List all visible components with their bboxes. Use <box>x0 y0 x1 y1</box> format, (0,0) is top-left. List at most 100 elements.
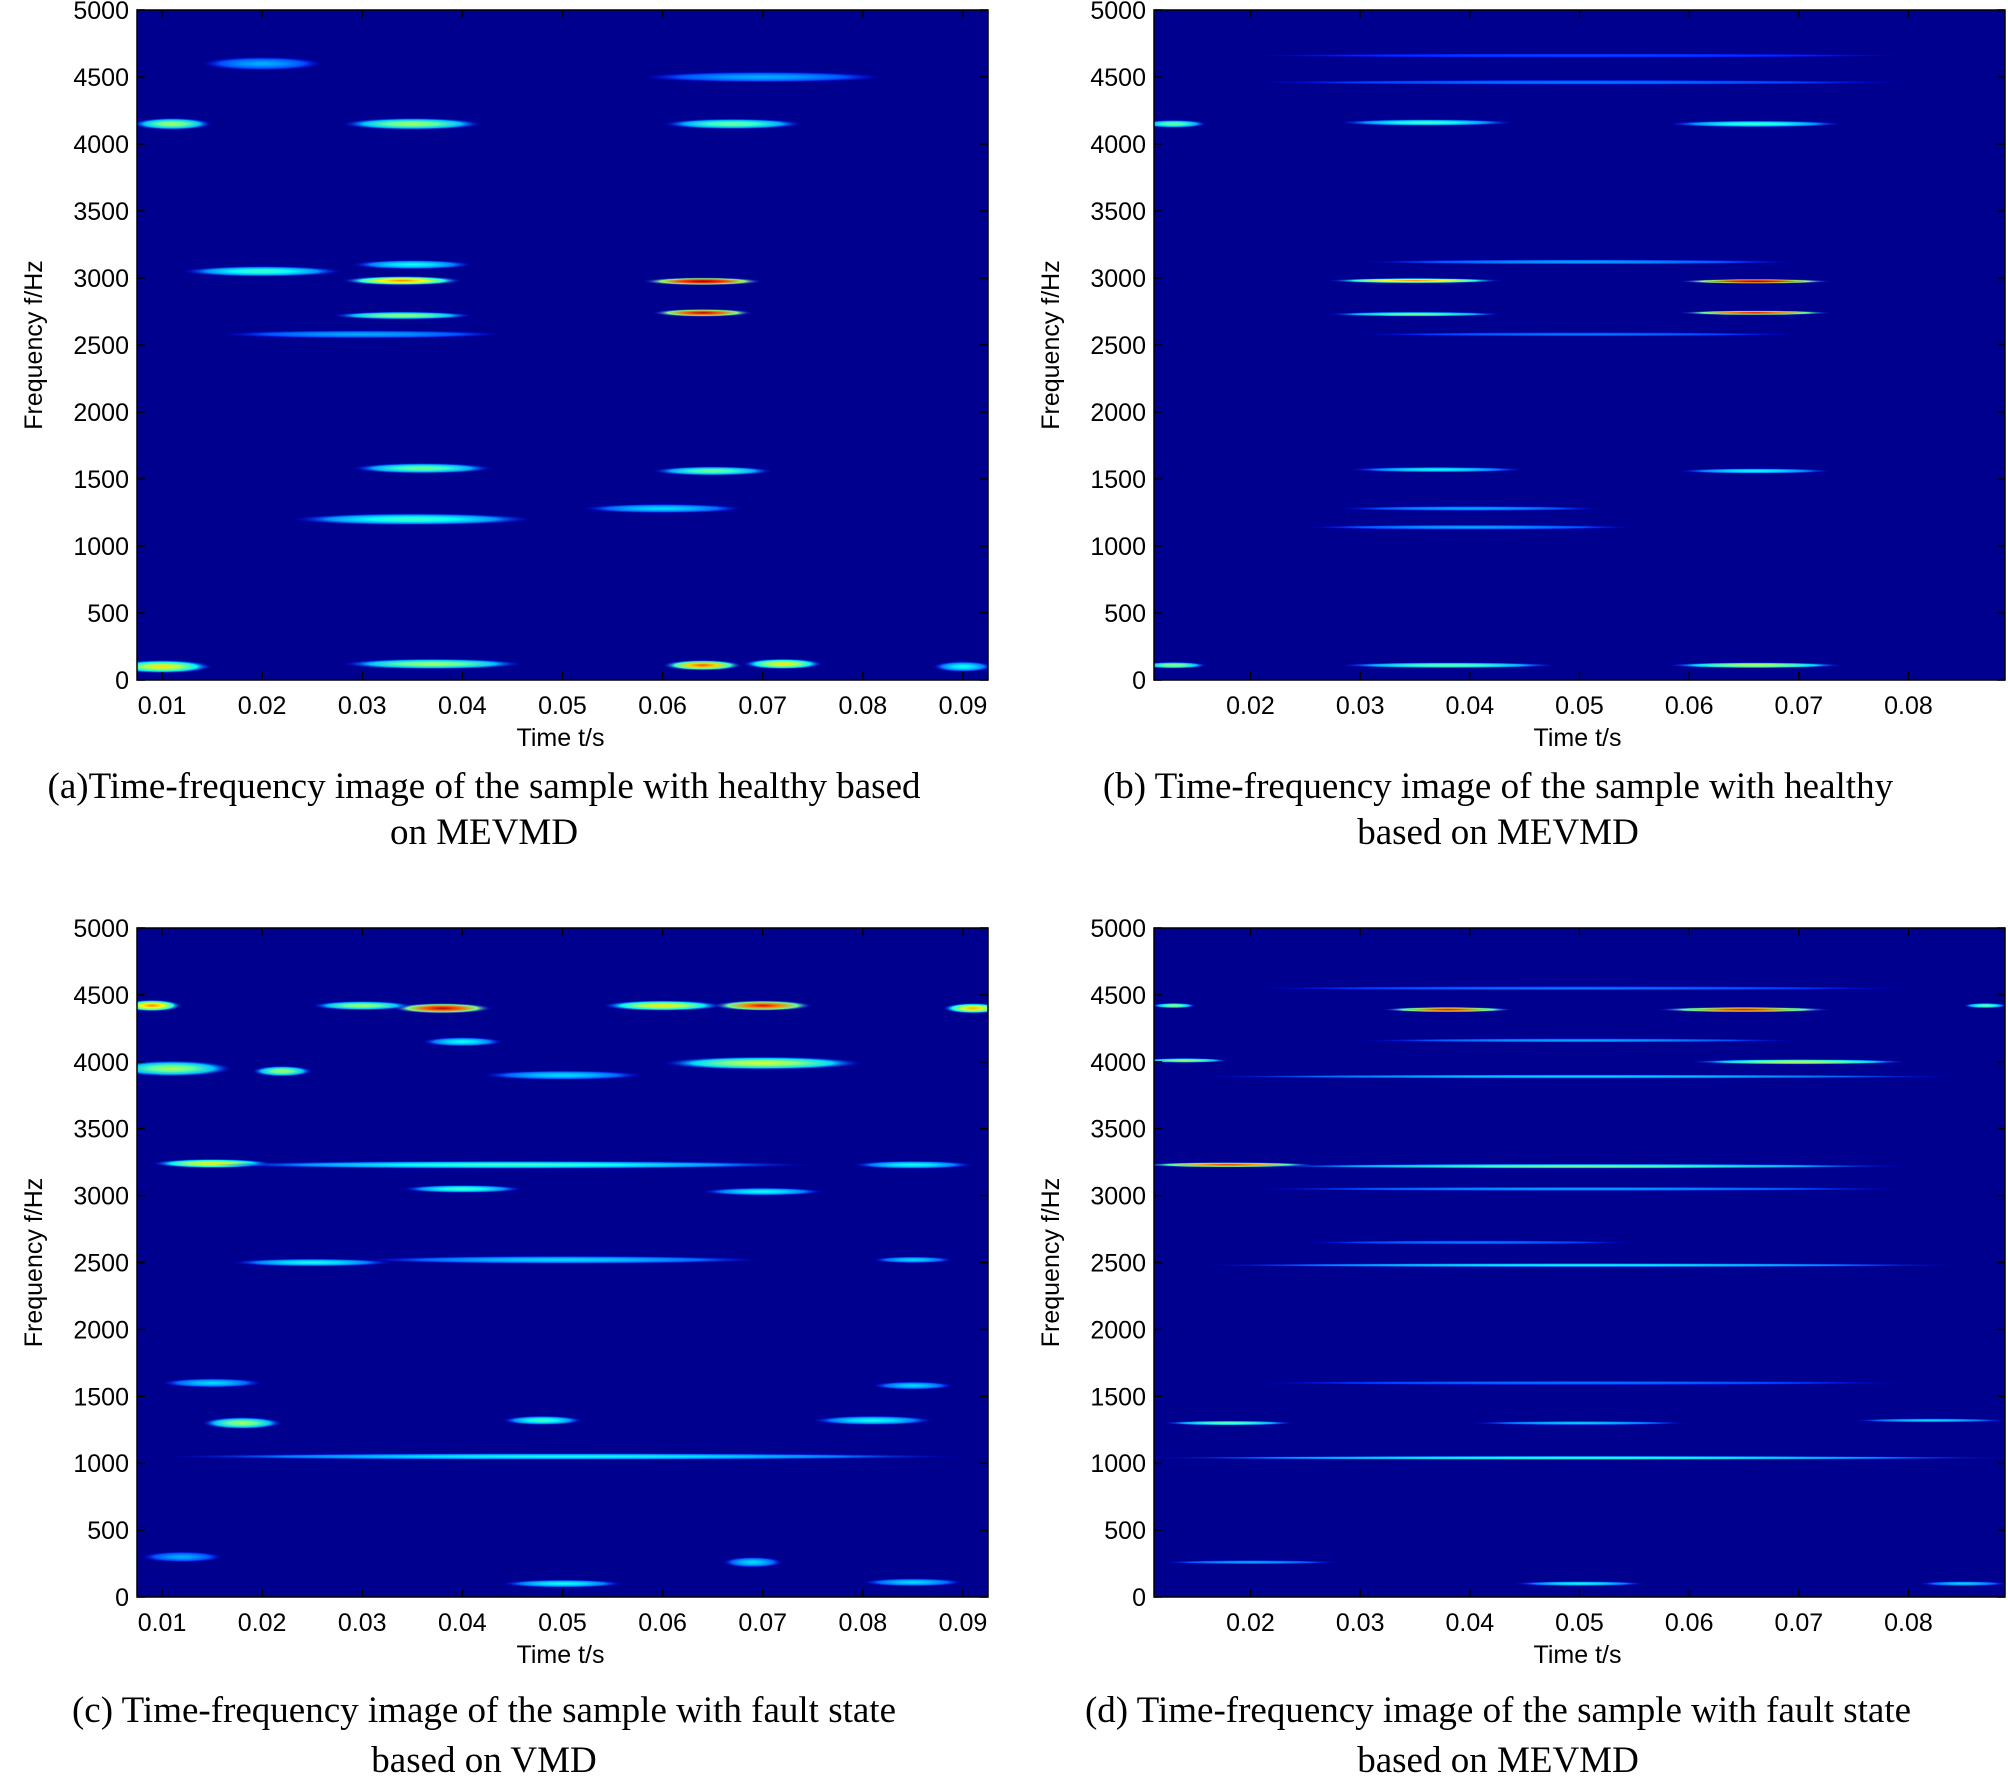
panel-caption: (d) Time-frequency image of the sample w… <box>1085 1690 1911 1731</box>
y-tick-label: 500 <box>87 1517 129 1545</box>
heatmap-blob <box>942 1002 988 1014</box>
panel-a: 0 500 1000 1500 2000 2500 3000 3500 4000 4500 5000… <box>20 0 989 853</box>
heatmap-blob <box>1382 1006 1514 1013</box>
y-tick-label: 3000 <box>73 1183 129 1211</box>
x-axis-label: Time t/s <box>517 724 605 752</box>
heatmap-blob <box>1360 332 1799 337</box>
heatmap-blob <box>1338 119 1514 126</box>
heatmap-blob <box>1250 79 1909 85</box>
heatmap-blob <box>662 659 743 671</box>
y-tick-label: 1000 <box>1090 533 1146 561</box>
y-tick-label: 2500 <box>1090 1250 1146 1278</box>
heatmap-blob <box>137 999 183 1012</box>
y-tick-label: 1500 <box>73 466 129 494</box>
heatmap-blob <box>1154 1058 1229 1063</box>
heatmap-blob <box>1513 1581 1646 1587</box>
heatmap-blob <box>1963 1002 2005 1009</box>
heatmap-blob <box>1360 1038 1799 1043</box>
y-tick-label: 4000 <box>73 131 129 159</box>
heatmap-blob <box>1305 524 1635 530</box>
heatmap-blob <box>1154 119 1207 128</box>
heatmap-blob <box>402 1184 523 1193</box>
heatmap-blob <box>662 1056 863 1070</box>
heatmap-blob <box>352 462 493 474</box>
heatmap-blob <box>862 1578 963 1587</box>
heatmap-blob <box>142 1551 223 1563</box>
y-tick-label: 0 <box>115 667 129 695</box>
x-tick-label: 0.09 <box>939 1609 988 1637</box>
heatmap-blob <box>232 1258 393 1267</box>
y-tick-label: 1000 <box>1090 1450 1146 1478</box>
heatmap-blob <box>342 275 463 286</box>
y-tick-label: 3500 <box>73 198 129 226</box>
heatmap-blob <box>712 1000 813 1011</box>
heatmap-blob <box>872 1256 953 1264</box>
y-tick-label: 500 <box>87 600 129 628</box>
heatmap-blob <box>1250 1380 1909 1385</box>
y-tick-label: 1500 <box>73 1383 129 1411</box>
x-tick-label: 0.01 <box>138 1609 187 1637</box>
heatmap-blob <box>422 1037 503 1047</box>
y-tick-label: 3000 <box>1090 265 1146 293</box>
heatmap-blob <box>1853 1418 2005 1423</box>
heatmap-blob <box>202 1417 283 1430</box>
heatmap-blob <box>1162 1560 1339 1565</box>
y-tick-label: 0 <box>1132 1584 1146 1612</box>
heatmap-blob <box>202 56 323 71</box>
y-tick-label: 500 <box>1104 1517 1146 1545</box>
y-tick-label: 4000 <box>1090 131 1146 159</box>
heatmap-blob <box>1154 661 1207 669</box>
y-tick-label: 1500 <box>1090 1383 1146 1411</box>
heatmap-blob <box>342 117 483 130</box>
panel-caption: on MEVMD <box>390 812 578 853</box>
heatmap-blob <box>662 118 803 130</box>
heatmap-blob <box>1667 662 1843 669</box>
heatmap-blob <box>137 1060 233 1077</box>
heatmap-blob <box>1162 1420 1295 1426</box>
y-tick-label: 2000 <box>1090 399 1146 427</box>
y-tick-label: 3500 <box>1090 1116 1146 1144</box>
heatmap-blob <box>722 1556 783 1568</box>
y-tick-label: 0 <box>115 1584 129 1612</box>
heatmap-blob <box>1338 506 1602 511</box>
y-tick-label: 1000 <box>73 533 129 561</box>
heatmap-blob <box>312 1000 413 1011</box>
y-tick-label: 4500 <box>1090 64 1146 92</box>
heatmap-blob <box>642 71 883 83</box>
heatmap-blob <box>1250 1163 1909 1169</box>
heatmap-blob <box>252 1065 313 1077</box>
panel-caption: (b) Time-frequency image of the sample w… <box>1103 766 1894 807</box>
y-tick-label: 5000 <box>73 0 129 25</box>
heatmap-blob <box>1656 1006 1832 1013</box>
heatmap-blob <box>852 1160 973 1169</box>
x-tick-label: 0.05 <box>538 1609 587 1637</box>
y-tick-label: 4500 <box>73 982 129 1010</box>
heatmap-blob <box>702 1187 823 1196</box>
heatmap-blob <box>362 1255 763 1264</box>
y-tick-label: 5000 <box>73 915 129 943</box>
y-tick-label: 2000 <box>1090 1316 1146 1344</box>
x-tick-label: 0.06 <box>1665 1609 1714 1637</box>
y-tick-label: 2000 <box>73 1316 129 1344</box>
heatmap-blob <box>652 466 773 476</box>
heatmap-blob <box>812 1415 933 1426</box>
heatmap-blob <box>1678 278 1832 284</box>
heatmap-blob <box>342 658 523 670</box>
heatmap-blob <box>932 661 988 672</box>
panel-b: 0 500 1000 1500 2000 2500 3000 3500 4000 4500 5000… <box>1037 0 2006 853</box>
heatmap-blob <box>1250 53 1909 58</box>
heatmap-blob <box>1689 1059 1909 1065</box>
heatmap-blob <box>292 513 533 526</box>
heatmap-blob <box>1349 466 1525 473</box>
x-tick-label: 0.03 <box>338 692 387 720</box>
plot-background <box>137 10 988 680</box>
x-tick-label: 0.08 <box>1884 692 1933 720</box>
y-tick-label: 2500 <box>1090 332 1146 360</box>
heatmap-layer <box>1154 986 2005 1587</box>
x-tick-label: 0.06 <box>638 692 687 720</box>
heatmap-blob <box>1195 1074 1964 1079</box>
panel-c: 0 500 1000 1500 2000 2500 3000 3500 4000 4500 5000… <box>20 915 989 1781</box>
heatmap-layer <box>137 999 988 1588</box>
y-tick-label: 3500 <box>73 1116 129 1144</box>
